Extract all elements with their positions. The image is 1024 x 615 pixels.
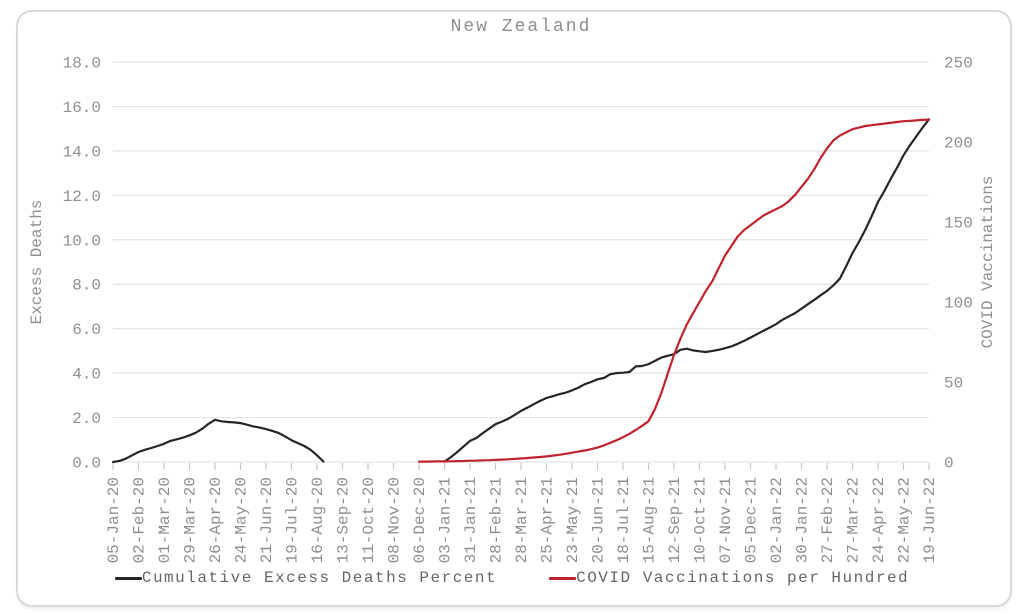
series-line-0 [443, 118, 931, 463]
left-axis-tick-label: 4.0 [72, 366, 101, 384]
x-axis-tick-label: 15-Aug-21 [641, 477, 659, 563]
x-axis-tick-label: 29-Mar-20 [182, 477, 200, 563]
left-axis-tick-label: 14.0 [63, 143, 101, 161]
x-axis-tick-label: 27-Mar-22 [845, 477, 863, 563]
series-line-0 [111, 418, 325, 464]
chart-legend: Cumulative Excess Deaths Percent COVID V… [0, 570, 1024, 586]
x-axis-tick-label: 23-May-21 [564, 477, 582, 563]
right-axis-tick-label: 200 [944, 135, 973, 153]
x-axis-tick-label: 26-Apr-20 [207, 477, 225, 563]
legend-label-excess-deaths: Cumulative Excess Deaths Percent [141, 569, 498, 587]
right-axis-tick-label: 100 [944, 295, 973, 313]
left-axis-tick-label: 8.0 [72, 277, 101, 295]
legend-label-covid-vaccinations: COVID Vaccinations per Hundred [576, 569, 910, 587]
x-axis-tick-label: 18-Jul-21 [615, 477, 633, 563]
left-axis-tick-label: 16.0 [63, 99, 101, 117]
x-axis-tick-label: 02-Jan-22 [768, 477, 786, 563]
legend-item-excess-deaths: Cumulative Excess Deaths Percent [114, 569, 498, 587]
x-axis-tick-label: 19-Jun-22 [921, 477, 939, 563]
x-axis-tick-label: 02-Feb-20 [131, 477, 149, 563]
left-axis-tick-label: 2.0 [72, 410, 101, 428]
x-axis-tick-label: 24-Apr-22 [870, 477, 888, 563]
legend-swatch-covid-vaccinations-line [549, 576, 577, 580]
x-axis-tick-label: 21-Jun-20 [258, 477, 276, 563]
legend-swatch-excess-deaths-line [114, 576, 142, 580]
x-axis-tick-label: 01-Mar-20 [156, 477, 174, 563]
right-axis-tick-label: 0 [944, 455, 954, 473]
x-axis-tick-label: 19-Jul-20 [284, 477, 302, 563]
right-axis-title: COVID Vaccinations [979, 176, 997, 349]
series-line-1 [417, 118, 931, 463]
left-axis-tick-label: 0.0 [72, 455, 101, 473]
x-axis-tick-label: 05-Dec-21 [743, 477, 761, 563]
x-axis-tick-label: 31-Jan-21 [462, 477, 480, 563]
right-axis-tick-label: 250 [944, 55, 973, 73]
x-axis-tick-label: 12-Sep-21 [666, 477, 684, 563]
x-axis-tick-label: 13-Sep-20 [335, 477, 353, 563]
x-axis-tick-label: 10-Oct-21 [692, 477, 710, 563]
left-axis-tick-label: 12.0 [63, 188, 101, 206]
x-axis-tick-label: 22-May-22 [896, 477, 914, 563]
left-axis-tick-label: 18.0 [63, 55, 101, 73]
x-axis-tick-label: 28-Feb-21 [488, 477, 506, 563]
x-axis-tick-label: 27-Feb-22 [819, 477, 837, 563]
x-axis-tick-label: 03-Jan-21 [437, 477, 455, 563]
left-axis-title: Excess Deaths [28, 200, 46, 325]
x-axis-tick-label: 25-Apr-21 [539, 477, 557, 563]
x-axis-tick-label: 06-Dec-20 [411, 477, 429, 563]
x-axis-tick-label: 28-Mar-21 [513, 477, 531, 563]
x-axis-tick-label: 20-Jun-21 [590, 477, 608, 563]
x-axis-tick-label: 05-Jan-20 [105, 477, 123, 563]
x-axis-tick-label: 24-May-20 [233, 477, 251, 563]
right-axis-tick-label: 150 [944, 215, 973, 233]
left-axis-tick-label: 10.0 [63, 232, 101, 250]
right-axis-tick-label: 50 [944, 375, 963, 393]
x-axis-tick-label: 11-Oct-20 [360, 477, 378, 563]
x-axis-tick-label: 08-Nov-20 [386, 477, 404, 563]
chart-card [16, 10, 1012, 607]
left-axis-tick-label: 6.0 [72, 321, 101, 339]
x-axis-tick-label: 30-Jan-22 [794, 477, 812, 563]
legend-item-covid-vaccinations: COVID Vaccinations per Hundred [549, 570, 909, 586]
x-axis-tick-label: 16-Aug-20 [309, 477, 327, 563]
x-axis-tick-label: 07-Nov-21 [717, 477, 735, 563]
chart-title: New Zealand [450, 17, 592, 37]
